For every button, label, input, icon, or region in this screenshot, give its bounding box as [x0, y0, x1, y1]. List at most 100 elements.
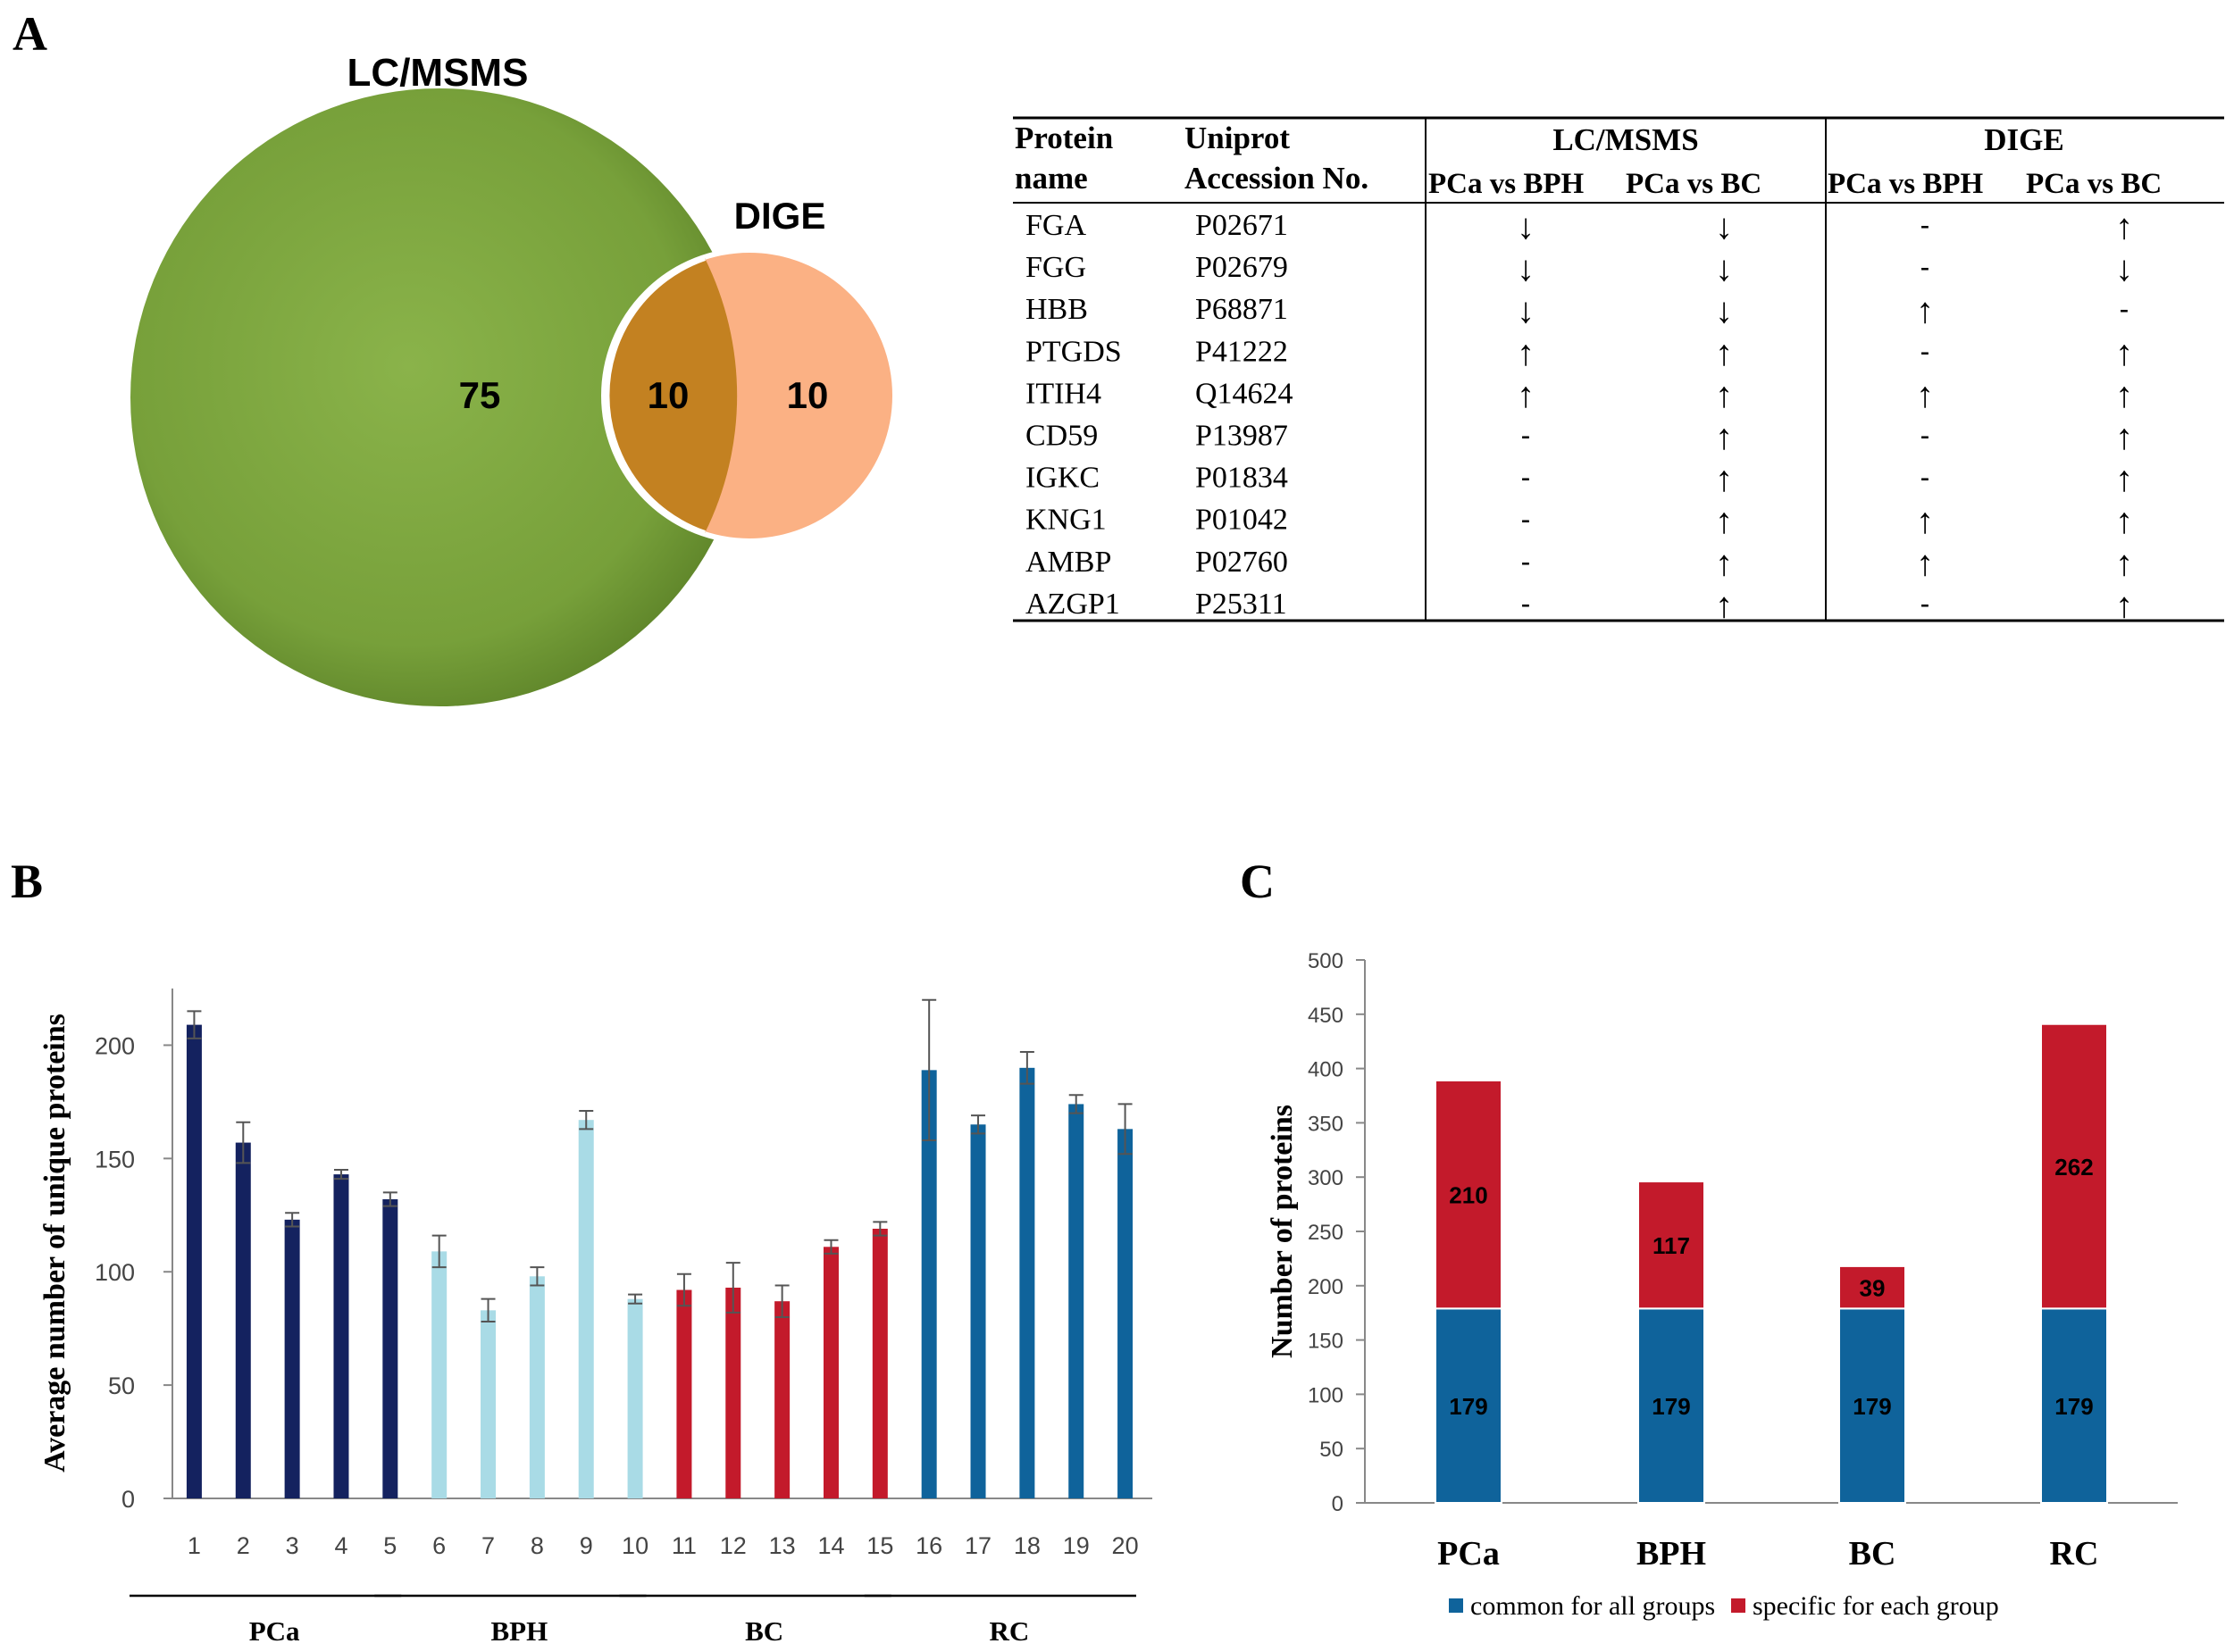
x-category-label: RC: [2050, 1535, 2099, 1573]
bar: [284, 1219, 300, 1498]
accession-number: P01834: [1195, 462, 1288, 495]
protein-name: FGA: [1025, 209, 1086, 242]
accession-number: P68871: [1195, 293, 1288, 326]
up-arrow-icon: ↑: [1517, 375, 1535, 414]
x-tick-label: 18: [1014, 1532, 1041, 1559]
bar: [1117, 1129, 1134, 1498]
bar: [774, 1301, 791, 1498]
x-tick-label: 13: [769, 1532, 796, 1559]
table-row: CD59 P13987 - ↑ - ↑: [1025, 418, 2133, 457]
panel-label-a: A: [13, 7, 47, 61]
venn-lcmsms-circle: [130, 88, 749, 706]
error-bar: [1019, 1051, 1034, 1085]
bar: [970, 1124, 986, 1498]
data-label: 39: [1860, 1275, 1886, 1302]
x-tick-label: 2: [237, 1532, 250, 1559]
error-bar: [382, 1191, 397, 1207]
no-change-dash: -: [1920, 335, 1930, 367]
bar-segment-common: [1435, 1307, 1502, 1505]
bar: [1068, 1104, 1084, 1498]
bar-segment-specific: [1637, 1181, 1705, 1310]
up-arrow-icon: ↑: [1916, 291, 1934, 330]
table-row: PTGDS P41222 ↑ ↑ - ↑: [1025, 333, 2133, 372]
error-bar: [676, 1272, 691, 1307]
no-change-dash: -: [1920, 588, 1930, 620]
protein-name: CD59: [1025, 420, 1098, 453]
error-bar: [774, 1284, 790, 1318]
y-tick-label: 450: [1308, 1004, 1343, 1028]
accession-number: P13987: [1195, 420, 1288, 453]
up-arrow-icon: ↑: [1715, 544, 1733, 583]
data-label: 179: [2054, 1393, 2093, 1420]
up-arrow-icon: ↑: [2115, 586, 2133, 625]
bar: [578, 1120, 594, 1498]
down-arrow-icon: ↓: [1517, 207, 1535, 246]
no-change-dash: -: [1920, 420, 1930, 452]
venn-overlap-count: 10: [648, 374, 690, 416]
up-arrow-icon: ↑: [2115, 502, 2133, 541]
y-tick-label: 350: [1308, 1112, 1343, 1136]
accession-number: Q14624: [1195, 377, 1293, 410]
y-tick-label: 150: [1308, 1330, 1343, 1354]
venn-overlap-region: [607, 258, 738, 533]
x-tick-label: 4: [334, 1532, 347, 1559]
error-bar: [431, 1234, 447, 1269]
data-label: 262: [2054, 1154, 2093, 1181]
accession-number: P02679: [1195, 251, 1288, 284]
x-tick-label: 12: [720, 1532, 747, 1559]
accession-number: P02671: [1195, 209, 1288, 242]
venn-diagram: LC/MSMS DIGE 75 10 10: [130, 51, 898, 706]
error-bar: [1068, 1094, 1084, 1114]
table-row: HBB P68871 ↓ ↓ ↑ -: [1025, 291, 2129, 330]
protein-name: PTGDS: [1025, 335, 1122, 368]
up-arrow-icon: ↑: [2115, 418, 2133, 457]
up-arrow-icon: ↑: [2115, 207, 2133, 246]
table-header-uniprot-line1: Uniprot: [1184, 121, 1290, 155]
x-tick-label: 11: [672, 1532, 697, 1559]
up-arrow-icon: ↑: [1517, 333, 1535, 372]
protein-name: IGKC: [1025, 462, 1100, 495]
x-tick-label: 10: [622, 1532, 648, 1559]
accession-number: P01042: [1195, 504, 1288, 537]
up-arrow-icon: ↑: [1715, 418, 1733, 457]
accession-number: P25311: [1195, 588, 1287, 621]
x-tick-label: 15: [866, 1532, 893, 1559]
x-tick-label: 8: [531, 1532, 544, 1559]
error-bar: [236, 1121, 251, 1164]
protein-name: ITIH4: [1025, 377, 1101, 410]
no-change-dash: -: [1521, 546, 1531, 578]
x-tick-label: 7: [481, 1532, 495, 1559]
bar: [235, 1142, 251, 1498]
bar-segment-common: [2040, 1307, 2108, 1505]
bar: [676, 1289, 692, 1498]
legend-swatch: [1449, 1598, 1463, 1613]
table-header-lcmsms: LC/MSMS: [1552, 122, 1698, 157]
y-tick-label: 150: [95, 1146, 135, 1172]
table-header-protein-line2: name: [1015, 161, 1088, 196]
error-bar: [824, 1239, 839, 1255]
down-arrow-icon: ↓: [1715, 291, 1733, 330]
data-label: 179: [1652, 1393, 1690, 1420]
y-axis-label: Number of proteins: [1266, 1105, 1299, 1358]
up-arrow-icon: ↑: [2115, 375, 2133, 414]
error-bar: [873, 1221, 888, 1237]
x-category-label: BC: [1849, 1535, 1896, 1573]
group-label: BPH: [491, 1615, 548, 1647]
protein-name: HBB: [1025, 293, 1088, 326]
y-axis-label: Average number of unique proteins: [38, 1014, 71, 1473]
y-tick-label: 50: [1319, 1438, 1343, 1462]
down-arrow-icon: ↓: [1517, 249, 1535, 288]
bar: [333, 1174, 349, 1498]
table-row: FGG P02679 ↓ ↓ - ↓: [1025, 249, 2133, 288]
bar: [921, 1070, 937, 1498]
bar-segment-specific: [2040, 1022, 2108, 1310]
no-change-dash: -: [1521, 462, 1531, 494]
chart-b: 0 50 100 150 200 Average number of unique pro…: [38, 989, 1152, 1647]
error-bar: [725, 1262, 740, 1314]
y-tick-label: 100: [95, 1259, 135, 1286]
x-tick-label: 19: [1063, 1532, 1090, 1559]
bar: [872, 1229, 888, 1498]
up-arrow-icon: ↑: [1916, 544, 1934, 583]
group-label: BC: [745, 1615, 783, 1647]
table-row: KNG1 P01042 - ↑ ↑ ↑: [1025, 502, 2133, 541]
